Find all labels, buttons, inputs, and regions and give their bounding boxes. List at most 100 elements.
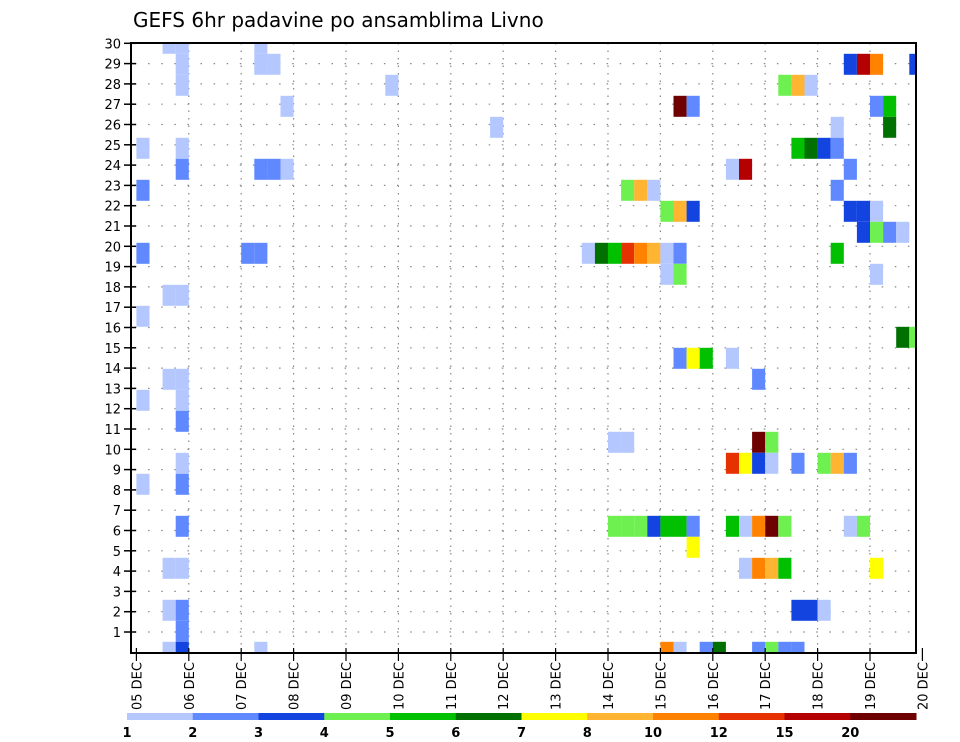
y-tick-label: 5	[113, 545, 121, 560]
heatmap-cell	[647, 242, 661, 264]
x-tick-label: 07 DEC	[235, 662, 250, 710]
y-tick-label: 22	[104, 200, 121, 215]
legend-swatch	[587, 713, 654, 720]
legend-swatch	[127, 713, 194, 720]
legend-label: 6	[451, 726, 460, 741]
heatmap-cell	[856, 53, 870, 75]
chart-title: GEFS 6hr padavine po ansamblima Livno	[133, 8, 544, 32]
heatmap-cell	[752, 368, 766, 390]
y-tick-label: 3	[113, 585, 121, 600]
heatmap-cell	[883, 95, 897, 117]
y-tick-label: 1	[113, 626, 121, 641]
x-tick-label: 06 DEC	[183, 662, 198, 710]
heatmap-cell	[241, 242, 255, 264]
heatmap-cell	[804, 74, 818, 96]
heatmap-cell	[608, 431, 622, 453]
x-tick-label: 16 DEC	[707, 662, 722, 710]
color-legend: 1 2 3 4 5 6 7 8 10 12 15 20	[122, 713, 917, 741]
heatmap-cell	[791, 137, 805, 159]
heatmap-cell	[175, 620, 189, 642]
x-tick-label: 17 DEC	[759, 662, 774, 710]
heatmap-cell	[778, 641, 792, 653]
heatmap-cell	[765, 515, 779, 537]
y-tick-label: 4	[113, 565, 121, 580]
x-tick-label: 08 DEC	[288, 662, 303, 710]
heatmap-cell	[634, 242, 648, 264]
heatmap-cell	[791, 452, 805, 474]
y-tick-label: 6	[113, 525, 121, 540]
legend-swatch	[850, 713, 917, 720]
x-tick-label: 09 DEC	[340, 662, 355, 710]
heatmap-cell	[739, 158, 753, 180]
legend-label: 5	[385, 726, 394, 741]
legend-label: 1	[122, 726, 131, 741]
heatmap-cell	[254, 641, 268, 653]
legend-swatch	[192, 713, 259, 720]
heatmap-cell	[765, 431, 779, 453]
heatmap-cell	[621, 179, 635, 201]
heatmap-cell	[136, 242, 150, 264]
heatmap-cell	[791, 641, 805, 653]
heatmap-cell	[778, 515, 792, 537]
heatmap-cell	[804, 137, 818, 159]
legend-swatch	[521, 713, 588, 720]
legend-label: 7	[517, 726, 526, 741]
heatmap-cell	[490, 116, 504, 138]
y-tick-label: 12	[104, 403, 121, 418]
heatmap-cell	[660, 200, 674, 222]
heatmap-cell	[280, 95, 294, 117]
heatmap-cell	[162, 599, 176, 621]
heatmap-cell	[175, 284, 189, 306]
y-tick-label: 10	[104, 443, 121, 458]
heatmap-cell	[673, 200, 687, 222]
heatmap-cell	[870, 263, 884, 285]
heatmap-cell	[647, 179, 661, 201]
heatmap-cell	[712, 641, 726, 653]
heatmap-cell	[660, 242, 674, 264]
heatmap-cell	[175, 137, 189, 159]
y-tick-label: 30	[104, 37, 121, 52]
heatmap-cell	[830, 242, 844, 264]
heatmap-cell	[254, 158, 268, 180]
heatmap-cell	[752, 452, 766, 474]
heatmap-cell	[175, 452, 189, 474]
heatmap-cell	[254, 242, 268, 264]
heatmap-cell	[817, 137, 831, 159]
x-tick-label: 13 DEC	[550, 662, 565, 710]
heatmap-cell	[660, 263, 674, 285]
heatmap-cell	[778, 557, 792, 579]
heatmap-cell	[739, 452, 753, 474]
heatmap-cell	[856, 221, 870, 243]
heatmap-cell	[843, 200, 857, 222]
heatmap-cell	[830, 116, 844, 138]
heatmap-cell	[162, 368, 176, 390]
heatmap-cell	[765, 641, 779, 653]
heatmap-cell	[280, 158, 294, 180]
heatmap-cell	[162, 557, 176, 579]
legend-label: 4	[320, 726, 329, 741]
grid	[131, 43, 916, 653]
heatmap-cell	[856, 515, 870, 537]
heatmap-cell	[162, 641, 176, 653]
y-tick-label: 2	[113, 606, 121, 621]
heatmap-cell	[870, 53, 884, 75]
heatmap-cell	[136, 137, 150, 159]
x-tick-label: 19 DEC	[864, 662, 879, 710]
heatmap-cell	[621, 431, 635, 453]
heatmap-cell	[883, 116, 897, 138]
legend-label: 12	[710, 726, 728, 741]
heatmap-cell	[686, 95, 700, 117]
heatmap-cell	[175, 158, 189, 180]
heatmap-cell	[162, 43, 176, 54]
cells	[136, 43, 916, 653]
heatmap-cell	[673, 641, 687, 653]
heatmap-cell	[175, 368, 189, 390]
y-tick-label: 24	[104, 159, 121, 174]
x-tick-label: 10 DEC	[392, 662, 407, 710]
heatmap-cell	[843, 515, 857, 537]
y-tick-label: 18	[104, 281, 121, 296]
heatmap-cell	[673, 95, 687, 117]
heatmap-cell	[725, 452, 739, 474]
heatmap-cell	[175, 599, 189, 621]
